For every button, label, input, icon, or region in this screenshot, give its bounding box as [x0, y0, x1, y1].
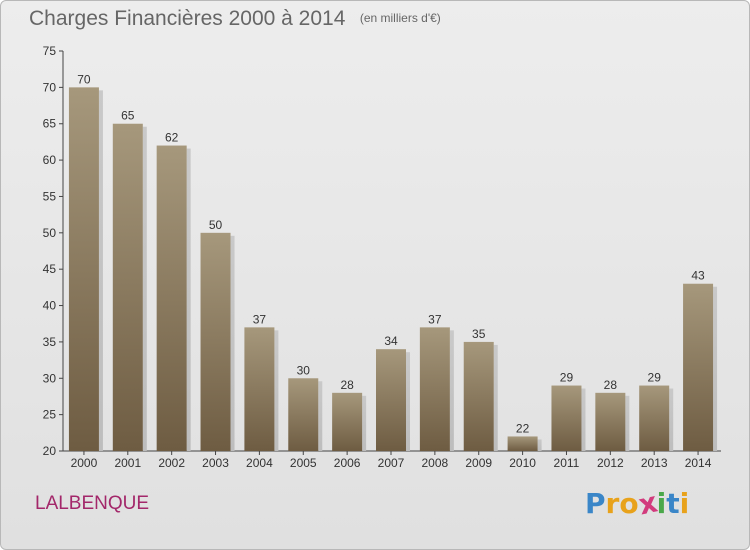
x-tick-label-2010: 2010 [509, 456, 536, 470]
bar-2011 [551, 385, 582, 451]
y-tick-label: 70 [43, 80, 57, 94]
data-label-2013: 29 [648, 371, 662, 385]
proxiti-logo: Proxiti [585, 485, 690, 521]
y-tick-label: 25 [43, 408, 57, 422]
data-label-2009: 35 [472, 327, 486, 341]
x-tick-label-2013: 2013 [641, 456, 668, 470]
x-tick-label-2012: 2012 [597, 456, 624, 470]
bar-2002 [156, 145, 187, 451]
x-tick-label-2014: 2014 [685, 456, 712, 470]
y-tick-label: 45 [43, 262, 57, 276]
bar-2000 [68, 87, 99, 451]
bar-2006 [332, 392, 363, 451]
data-label-2007: 34 [384, 334, 398, 348]
bar-shadow [230, 235, 235, 451]
data-label-2011: 29 [560, 371, 574, 385]
bar-shadow [449, 330, 454, 451]
bar-2004 [244, 327, 275, 451]
bar-shadow [186, 148, 191, 451]
y-tick-label: 75 [43, 44, 57, 58]
bar-2008 [419, 327, 450, 451]
chart-unit-label: (en milliers d'€) [359, 11, 441, 25]
bar-2012 [595, 392, 626, 451]
data-label-2006: 28 [340, 378, 354, 392]
y-tick-label: 55 [43, 189, 57, 203]
bar-2003 [200, 232, 231, 451]
data-label-2004: 37 [253, 312, 267, 326]
data-label-2012: 28 [604, 378, 618, 392]
bar-shadow [713, 286, 718, 451]
data-label-2008: 37 [428, 312, 442, 326]
data-label-2010: 22 [516, 421, 530, 435]
bar-shadow [98, 90, 103, 451]
x-tick-label-2000: 2000 [71, 456, 98, 470]
data-label-2002: 62 [165, 131, 179, 145]
logo-letter: r [605, 487, 620, 520]
logo-letter: i [679, 487, 690, 520]
x-tick-label-2002: 2002 [158, 456, 185, 470]
y-tick-label: 35 [43, 335, 57, 349]
data-label-2000: 70 [77, 72, 91, 86]
x-tick-label-2005: 2005 [290, 456, 317, 470]
y-tick-label: 50 [43, 226, 57, 240]
x-tick-label-2006: 2006 [334, 456, 361, 470]
commune-name: LALBENQUE [35, 493, 150, 514]
bar-shadow [537, 439, 542, 451]
chart-title: Charges Financières 2000 à 2014 [29, 7, 346, 30]
bar-2014 [683, 283, 714, 451]
data-label-2001: 65 [121, 109, 135, 123]
data-label-2014: 43 [691, 269, 705, 283]
bar-2013 [639, 385, 670, 451]
x-tick-label-2001: 2001 [114, 456, 141, 470]
bar-2009 [463, 341, 494, 451]
bar-2001 [112, 123, 143, 452]
bar-shadow [142, 126, 147, 452]
y-tick-label: 65 [43, 117, 57, 131]
chart-title-block: Charges Financières 2000 à 2014 (en mill… [29, 7, 441, 31]
bar-2010 [507, 436, 538, 451]
x-tick-label-2011: 2011 [554, 456, 580, 470]
y-tick-label: 30 [43, 371, 57, 385]
x-tick-label-2009: 2009 [465, 456, 492, 470]
bar-2005 [288, 378, 319, 451]
logo-letter: o [619, 487, 639, 520]
x-tick-label-2004: 2004 [246, 456, 273, 470]
y-tick-label: 40 [43, 299, 57, 313]
bar-shadow [581, 388, 586, 451]
x-tick-label-2003: 2003 [202, 456, 229, 470]
data-label-2005: 30 [297, 363, 311, 377]
bar-shadow [318, 381, 323, 451]
logo-letter: i [656, 487, 667, 520]
bar-shadow [625, 395, 630, 451]
bar-shadow [493, 344, 498, 451]
logo-letter: P [585, 487, 606, 520]
bar-2007 [376, 349, 406, 451]
x-tick-label-2007: 2007 [378, 456, 405, 470]
data-label-2003: 50 [209, 218, 223, 232]
bar-shadow [406, 352, 410, 451]
bar-shadow [274, 330, 279, 451]
x-tick-label-2008: 2008 [422, 456, 449, 470]
y-tick-label: 60 [43, 153, 57, 167]
bar-shadow [669, 388, 674, 451]
y-tick-label: 20 [43, 444, 57, 458]
logo-letter: t [666, 487, 680, 520]
bar-shadow [362, 395, 367, 451]
